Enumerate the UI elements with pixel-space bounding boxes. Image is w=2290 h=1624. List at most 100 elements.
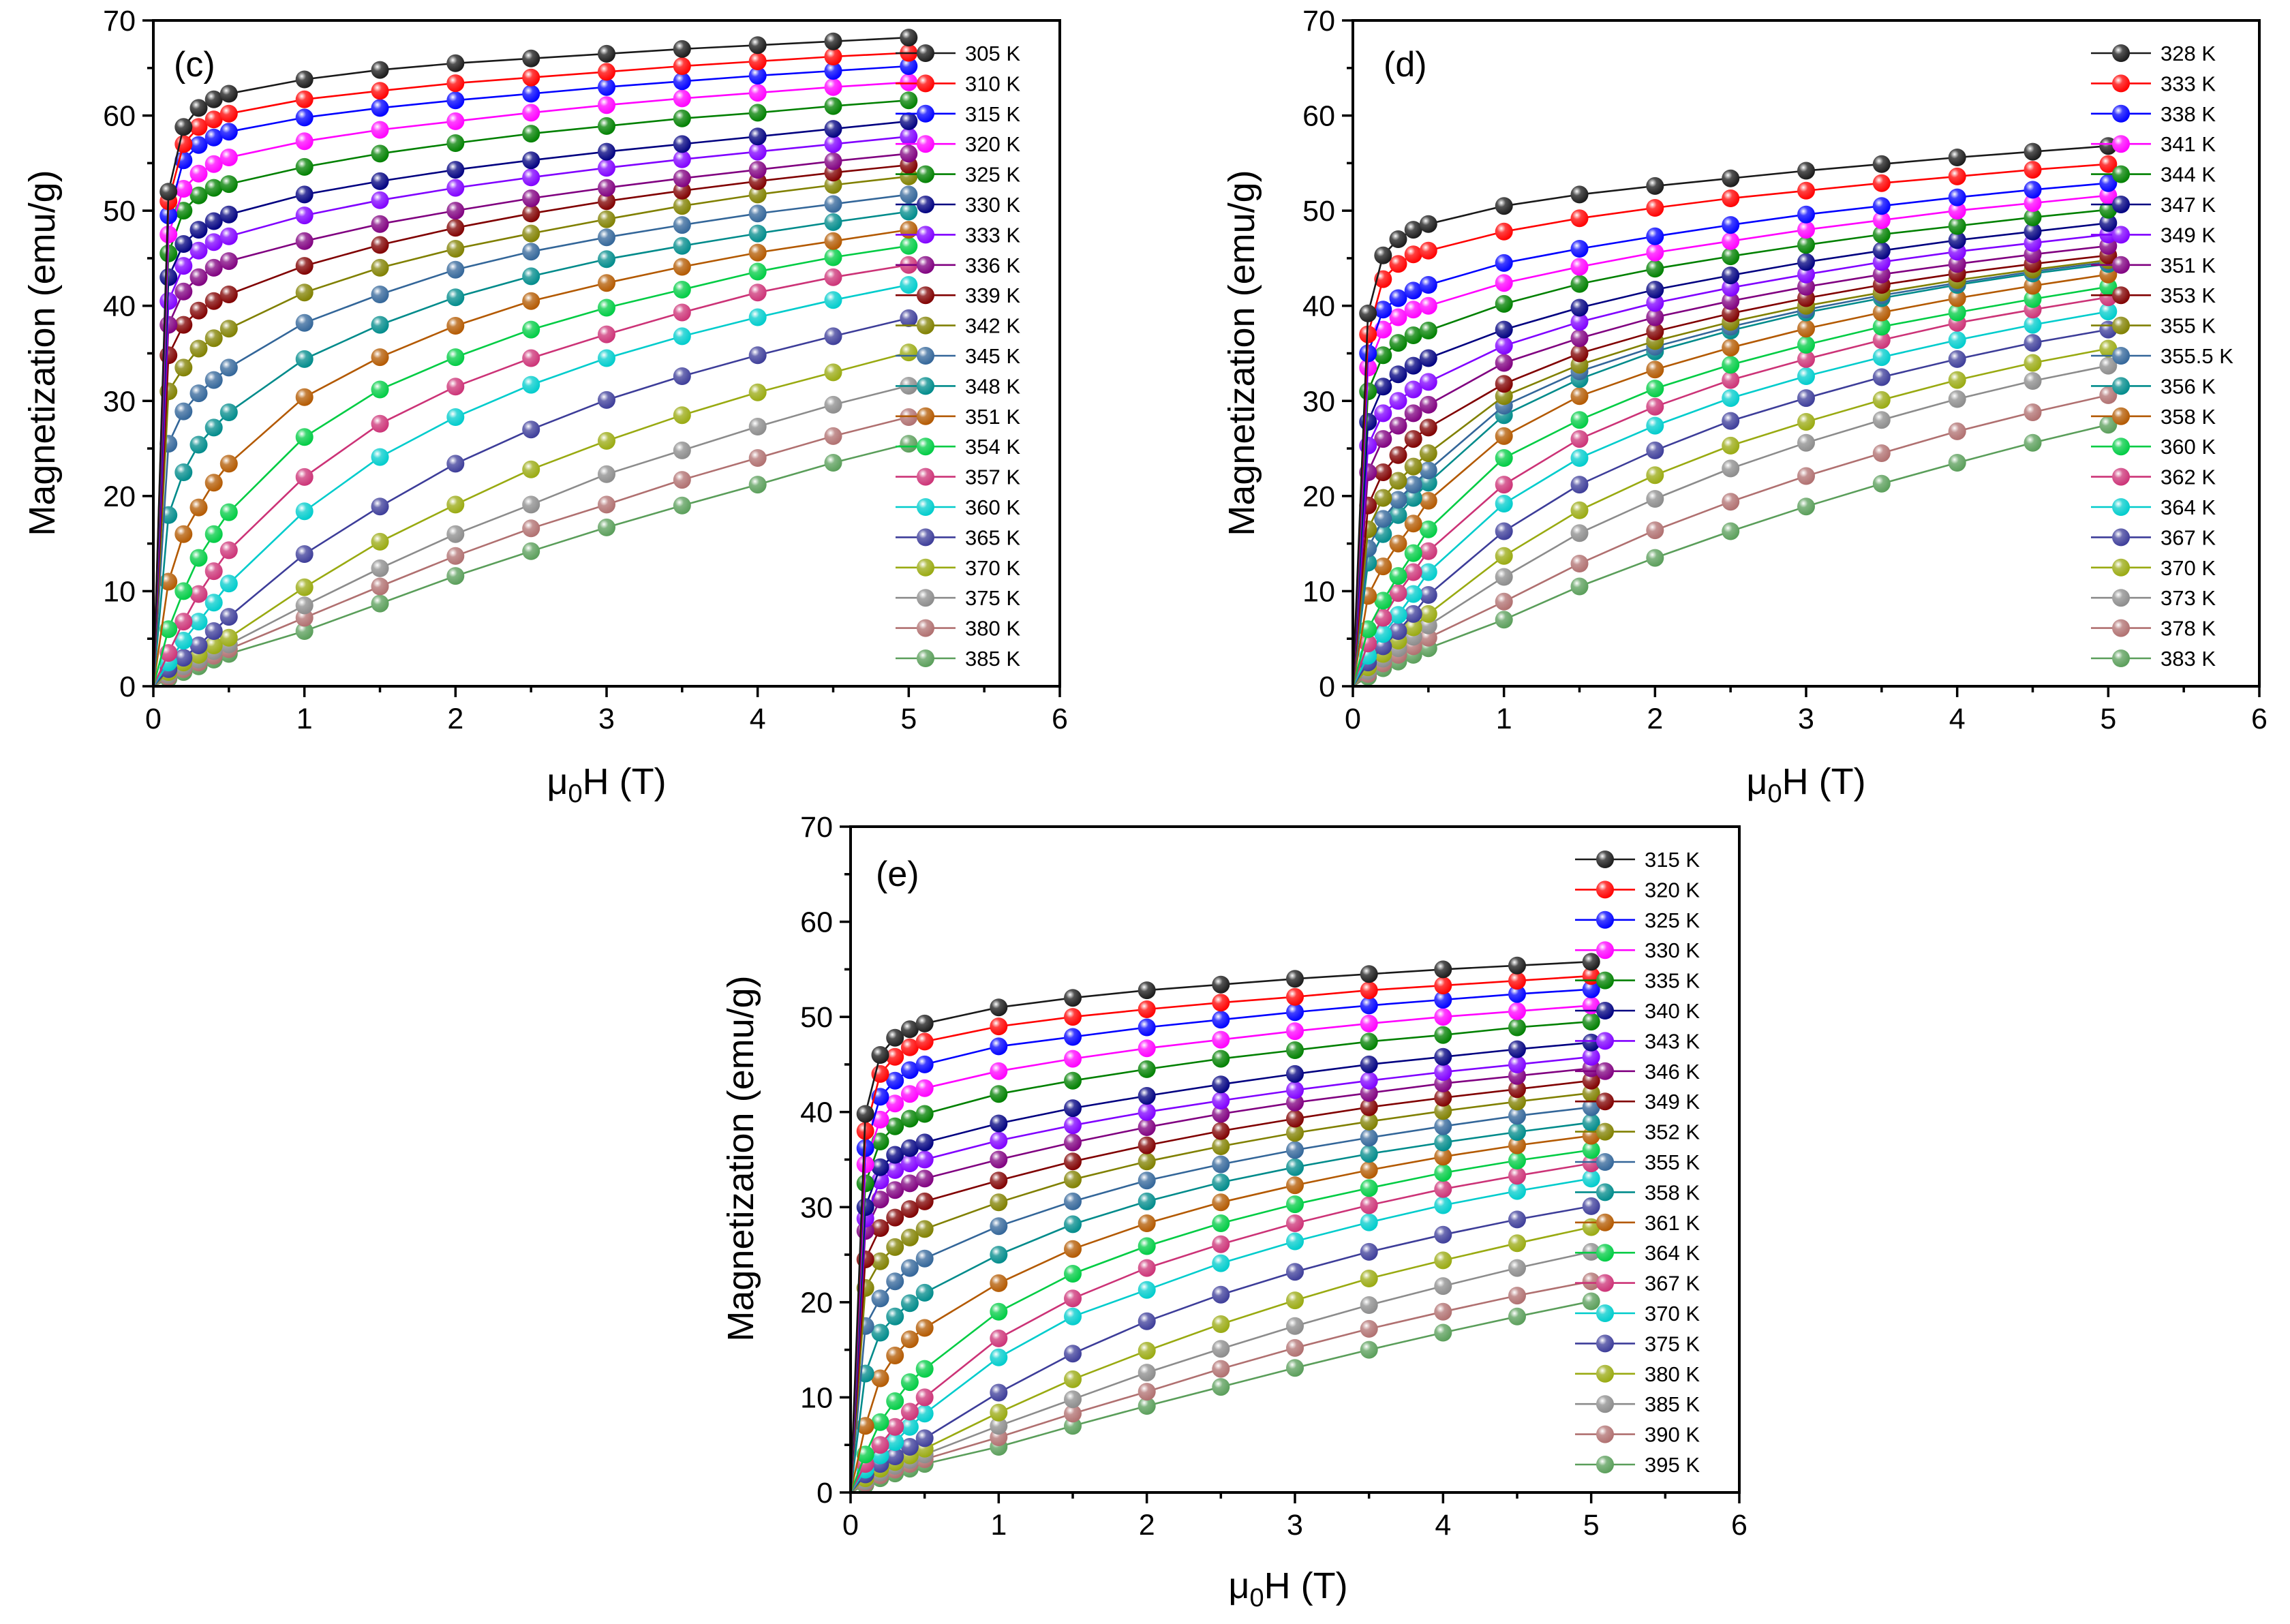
panel-d-point-347k: [2099, 214, 2118, 232]
panel-e-point-358k: [1582, 1114, 1600, 1132]
panel-e-point-355k: [1212, 1155, 1230, 1174]
panel-e-point-375k: [1138, 1312, 1156, 1330]
panel-c-point-348k: [189, 435, 208, 454]
panel-e-point-325k: [990, 1037, 1008, 1056]
panel-d-series-383k: [1352, 416, 2118, 688]
panel-c-point-333k: [219, 227, 238, 245]
panel-d-point-373k: [1948, 390, 1966, 408]
panel-c-legend-marker: [917, 44, 934, 62]
panel-e-point-355k: [990, 1217, 1008, 1236]
panel-e-point-390k: [1360, 1319, 1378, 1338]
panel-e-point-352k: [915, 1220, 934, 1238]
panel-c-point-385k: [900, 435, 918, 453]
panel-d-point-347k: [2024, 222, 2042, 241]
panel-d-point-341k: [1872, 211, 1891, 230]
panel-e-legend-marker: [1596, 1153, 1614, 1171]
panel-e-point-343k: [871, 1171, 889, 1190]
panel-d-point-344k: [1495, 294, 1513, 313]
panel-c-point-354k: [204, 525, 223, 543]
panel-d-series-360k: [1352, 277, 2118, 687]
panel-e-point-349k: [1582, 1071, 1600, 1090]
panel-c-point-320k: [295, 132, 314, 151]
panel-c-point-385k: [598, 518, 615, 536]
panel-c-legend-label: 315 K: [965, 102, 1020, 126]
panel-e-point-330k: [1360, 1014, 1378, 1032]
panel-d-point-333k: [1495, 222, 1513, 241]
panel-c-point-360k: [598, 349, 615, 367]
panel-e-series-364k: [849, 1141, 1600, 1493]
panel-e-point-367k: [915, 1388, 934, 1407]
panel-d-point-344k: [1389, 334, 1407, 352]
panel-d-point-349k: [1797, 265, 1815, 284]
panel-d-point-347k: [1722, 266, 1740, 285]
panel-c-series-360k: [152, 276, 918, 687]
panel-e-legend-label: 325 K: [1645, 908, 1700, 932]
panel-e-series-340k: [849, 1033, 1600, 1493]
panel-c-point-354k: [598, 298, 615, 317]
panel-d-legend-marker: [2112, 135, 2130, 153]
panel-d-point-355p5k: [1404, 476, 1422, 494]
panel-c-point-357k: [748, 284, 767, 302]
panel-e-point-349k: [871, 1219, 889, 1237]
panel-e-legend-item-355k: 355 K: [1575, 1150, 1700, 1174]
panel-c-legend-marker: [917, 438, 934, 456]
panel-c-legend-label: 342 K: [965, 314, 1020, 338]
panel-c-series-320k: [152, 73, 918, 687]
panel-c-point-342k: [189, 339, 208, 358]
panel-e-point-358k: [915, 1283, 934, 1302]
panel-d-point-347k: [1359, 413, 1377, 431]
panel-e-point-352k: [900, 1228, 919, 1246]
panel-c-ytick-label: 30: [103, 385, 136, 418]
panel-c-point-336k: [900, 144, 918, 163]
panel-e-point-343k: [1582, 1047, 1600, 1066]
panel-e-point-380k: [990, 1403, 1008, 1422]
panel-e-legend-marker: [1596, 851, 1614, 868]
panel-c-point-315k: [824, 62, 842, 80]
panel-e-point-375k: [1360, 1242, 1378, 1261]
panel-c-point-385k: [522, 542, 540, 560]
panel-e-point-361k: [1212, 1193, 1230, 1212]
panel-e-point-390k: [1434, 1302, 1452, 1321]
panel-d-point-338k: [1797, 205, 1815, 224]
panel-c-legend: 305 K 310 K 315 K 320 K 325 K 330 K 333 K 336 K…: [896, 42, 1020, 671]
panel-d-point-355k: [1419, 444, 1437, 462]
panel-e-point-343k: [990, 1131, 1008, 1150]
panel-e-point-343k: [1286, 1081, 1304, 1099]
panel-c-point-333k: [598, 159, 615, 177]
panel-c-point-348k: [824, 213, 842, 231]
panel-d-xtick-label: 4: [1949, 703, 1966, 735]
panel-e-point-320k: [1212, 994, 1230, 1012]
panel-c-point-315k: [522, 85, 540, 103]
panel-e-point-355k: [1360, 1129, 1378, 1147]
panel-e-series-320k: [849, 967, 1600, 1493]
panel-d-legend-label: 344 K: [2161, 163, 2216, 187]
panel-e-legend-item-330k: 330 K: [1575, 938, 1700, 962]
panel-c-point-310k: [189, 118, 208, 136]
panel-c-label: (c): [174, 45, 215, 85]
panel-d-point-349k: [1646, 294, 1664, 312]
panel-e-point-346k: [1212, 1105, 1230, 1123]
panel-d-legend-label: 355.5 K: [2161, 344, 2233, 368]
panel-e-point-349k: [1360, 1098, 1378, 1116]
panel-d-point-353k: [1389, 446, 1407, 464]
panel-e-point-343k: [915, 1150, 934, 1169]
panel-c-legend-marker: [917, 589, 934, 607]
panel-d-point-351k: [1404, 404, 1422, 423]
panel-e-xtick-label: 5: [1583, 1509, 1600, 1542]
panel-d-series-347k: [1352, 214, 2118, 687]
panel-e-point-390k: [1212, 1360, 1230, 1378]
panel-c-point-357k: [189, 585, 208, 603]
panel-c-legend-label: 380 K: [965, 617, 1020, 641]
panel-c-legend-item-360k: 360 K: [896, 495, 1020, 519]
panel-c-point-348k: [748, 224, 767, 243]
panel-d-point-358k: [1646, 361, 1664, 379]
panel-e-point-346k: [1360, 1084, 1378, 1102]
panel-c-point-370k: [824, 363, 842, 382]
panel-c-series-330k: [152, 112, 918, 687]
panel-c-point-305k: [446, 54, 465, 72]
panel-e-point-390k: [1582, 1272, 1600, 1291]
panel-e-point-380k: [1064, 1370, 1082, 1388]
panel-e-point-361k: [886, 1347, 904, 1364]
panel-e-point-346k: [1138, 1118, 1156, 1136]
panel-e-point-343k: [900, 1154, 919, 1173]
